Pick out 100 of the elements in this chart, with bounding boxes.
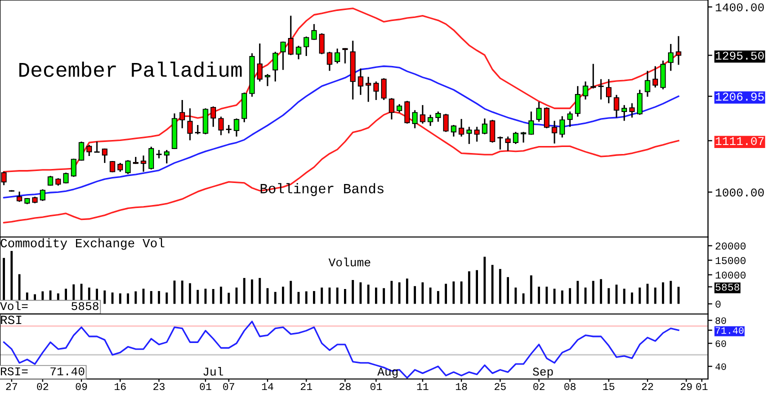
bar [150, 291, 152, 304]
bar [375, 288, 378, 304]
candlestick [334, 48, 340, 64]
candlestick [257, 42, 263, 82]
candlestick [458, 118, 464, 138]
y-tick-label: 1206.95 [716, 92, 764, 101]
bar [568, 288, 572, 304]
candlestick [381, 78, 387, 101]
candlestick [668, 43, 674, 72]
candlestick [590, 63, 596, 90]
candlestick [210, 106, 216, 128]
bar [662, 282, 664, 304]
candlestick [70, 158, 76, 178]
candlestick [412, 109, 418, 129]
bar [142, 288, 145, 304]
bar [561, 290, 564, 304]
candlestick [264, 73, 270, 87]
bar [134, 291, 137, 304]
bar [212, 289, 214, 304]
bar [476, 270, 478, 304]
candlestick [622, 104, 627, 122]
candlestick [86, 144, 92, 157]
y-tick-label: 71.40 [716, 327, 744, 334]
candlestick [629, 102, 635, 118]
candlestick [544, 106, 550, 129]
bar [290, 280, 292, 304]
bar [499, 268, 502, 304]
chart-title: RSI [0, 316, 22, 324]
bar [506, 277, 510, 304]
bar [173, 280, 176, 304]
candlestick [435, 110, 441, 122]
bar [228, 292, 230, 304]
candlestick [388, 97, 394, 120]
x-tick-label: 07 [223, 383, 234, 390]
candlestick [218, 116, 224, 136]
candlestick [40, 188, 46, 202]
bar [576, 280, 579, 304]
bar [514, 288, 517, 304]
x-tick-label: 01 [696, 383, 708, 390]
candlestick [505, 136, 511, 152]
x-tick-label: 18 [456, 383, 467, 390]
y-tick-label: 0 [716, 300, 721, 308]
y-tick-label: 40 [715, 363, 726, 370]
y-tick-label: 15000 [716, 257, 746, 264]
candlestick [311, 23, 317, 41]
bar [623, 288, 626, 304]
text: December Palladium [19, 62, 242, 77]
y-tick-label: 1000.00 [716, 188, 764, 196]
x-tick-label: 11 [417, 383, 428, 390]
chart-title: Commodity Exchange Vol [0, 238, 164, 250]
bar [538, 286, 540, 304]
candlestick [552, 120, 558, 144]
x-tick-label: 16 [114, 383, 126, 390]
annotation: Aug [377, 368, 398, 378]
bar [166, 292, 168, 304]
candlestick [366, 76, 372, 103]
x-tick-label: 02 [533, 383, 544, 390]
x-tick-label: 09 [76, 383, 87, 390]
candlestick [420, 104, 426, 124]
bar [460, 281, 462, 304]
bar [491, 264, 494, 304]
candlestick [194, 124, 200, 135]
x-tick-label: 02 [37, 383, 48, 390]
bar [592, 280, 594, 304]
bar [344, 289, 346, 304]
candlestick [644, 70, 650, 98]
bar [266, 288, 269, 304]
candlestick [140, 154, 146, 172]
bar [328, 288, 331, 304]
annotation: RSI= 71.40 [0, 367, 84, 376]
annotation: Vol= 5858 [0, 301, 98, 310]
candlestick [614, 94, 620, 118]
candlestick [490, 119, 496, 144]
candlestick [373, 80, 379, 101]
y-tick-label: 60 [716, 340, 726, 347]
candlestick [102, 148, 108, 164]
bar [297, 292, 300, 304]
bar [104, 290, 106, 304]
candlestick [520, 131, 526, 144]
candlestick [226, 124, 232, 134]
x-tick-label: 22 [642, 383, 654, 390]
bar [220, 286, 222, 304]
candlestick [234, 118, 240, 138]
candlestick [652, 66, 658, 88]
bar [274, 292, 276, 304]
candlestick [567, 110, 573, 128]
bar [367, 284, 370, 304]
candlestick [559, 115, 565, 138]
candlestick [16, 190, 22, 203]
bar [312, 291, 316, 304]
bar [630, 292, 634, 304]
bar [522, 293, 525, 304]
candlestick [598, 78, 604, 100]
bar [360, 282, 362, 304]
bar [422, 282, 424, 304]
candlestick [512, 131, 518, 145]
annotation: Jul [203, 366, 224, 376]
bar [250, 279, 254, 304]
candlestick [63, 172, 69, 184]
y-tick-label: 20000 [716, 242, 746, 250]
